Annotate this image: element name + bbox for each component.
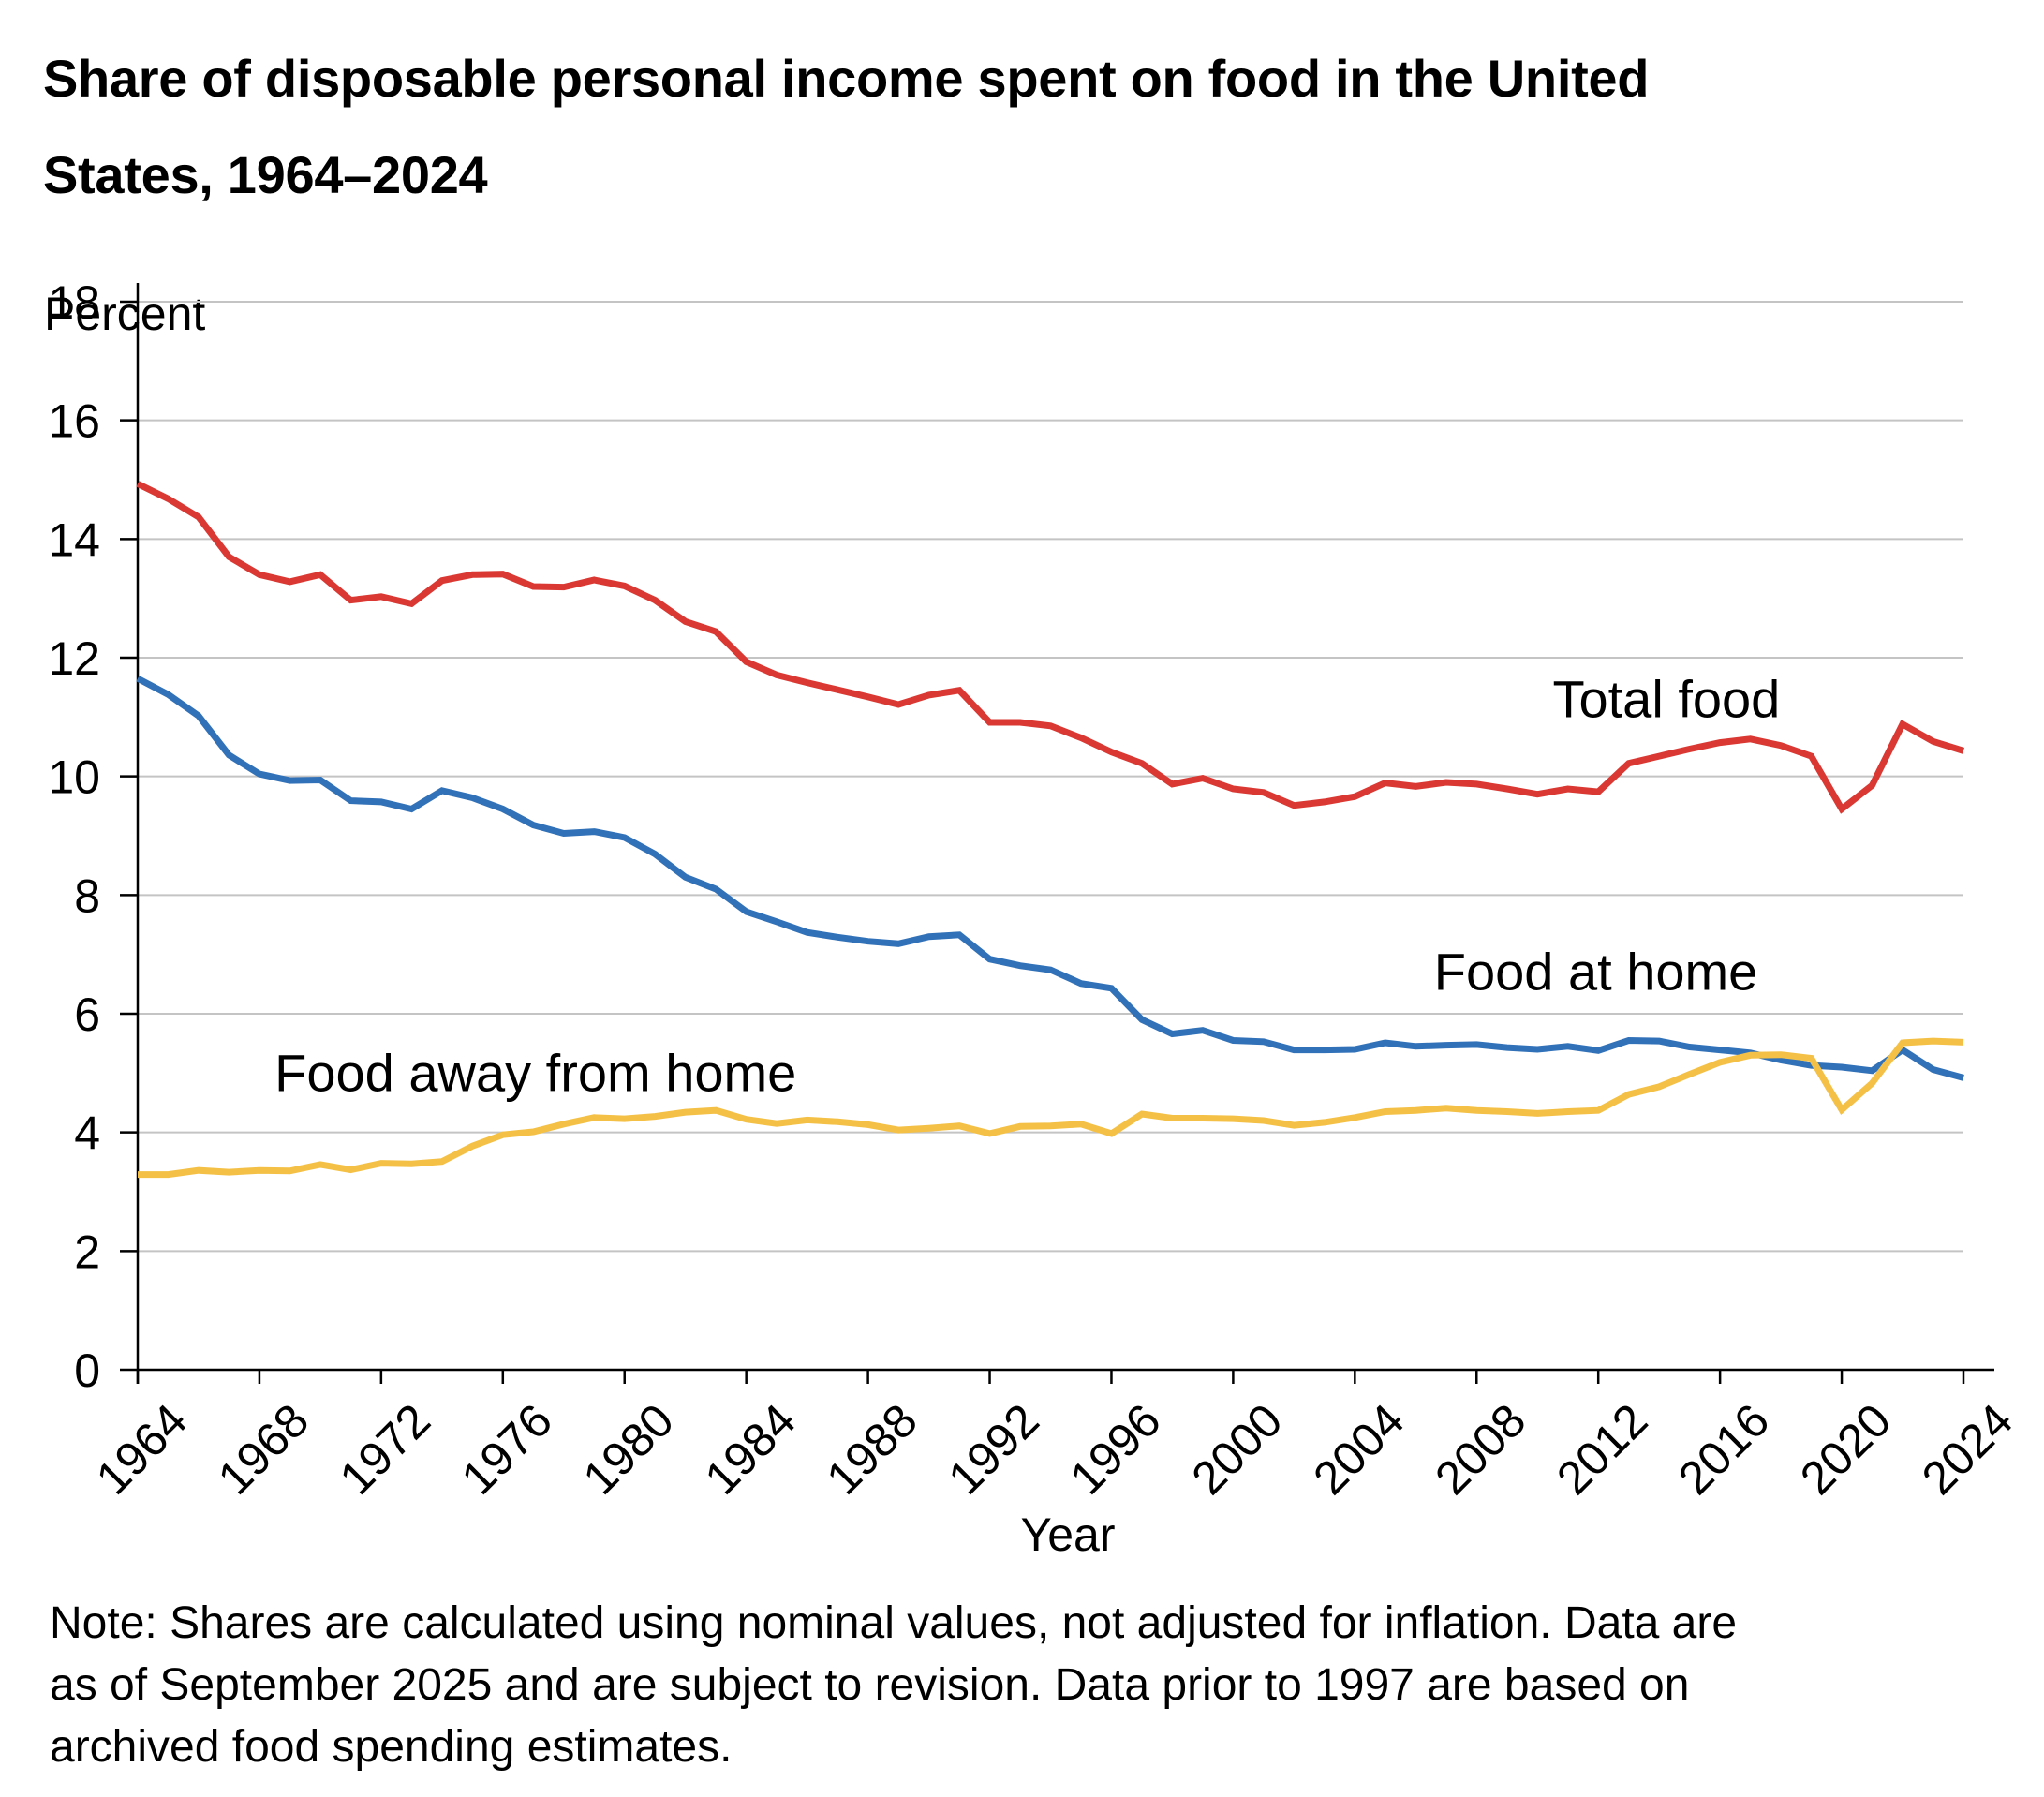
x-tick-label: 1984 bbox=[695, 1394, 806, 1505]
y-tick-label: 8 bbox=[74, 869, 100, 922]
y-tick-label: 10 bbox=[48, 751, 100, 804]
y-tick-label: 4 bbox=[74, 1107, 100, 1160]
series-lines bbox=[136, 481, 1965, 1179]
x-tick-label: 2008 bbox=[1425, 1394, 1535, 1505]
x-tick-label: 1992 bbox=[939, 1394, 1049, 1505]
y-axis-ticks: 0 2 4 6 8 10 12 14 16 18 bbox=[48, 276, 138, 1397]
note-line-1: Note: Shares are calculated using nomina… bbox=[50, 1598, 1738, 1648]
series-line-food-away-from-home bbox=[138, 1037, 1964, 1179]
series-label-total-food: Total food bbox=[1552, 669, 1780, 728]
series-label-food-away-from-home: Food away from home bbox=[274, 1043, 796, 1102]
y-tick-label: 14 bbox=[48, 513, 100, 566]
x-tick-label: 1996 bbox=[1059, 1394, 1170, 1505]
x-tick-label: 1968 bbox=[208, 1394, 318, 1505]
x-tick-label: 1964 bbox=[86, 1394, 197, 1505]
x-axis-label: Year bbox=[1020, 1508, 1115, 1561]
y-tick-label: 18 bbox=[48, 276, 100, 329]
series-line-total-food bbox=[136, 481, 1965, 814]
y-axis-label: Percent bbox=[44, 288, 205, 340]
note-line-3: archived food spending estimates. bbox=[50, 1722, 733, 1772]
chart-title-line-1: Share of disposable personal income spen… bbox=[43, 49, 1650, 108]
x-axis-ticks: 1964 1968 1972 1976 1980 1984 1988 1992 1996 2000… bbox=[86, 1370, 2022, 1505]
y-tick-label: 2 bbox=[74, 1225, 100, 1278]
x-tick-label: 2016 bbox=[1668, 1394, 1779, 1505]
x-tick-label: 2020 bbox=[1790, 1394, 1901, 1505]
y-tick-label: 6 bbox=[74, 988, 100, 1041]
y-tick-label: 0 bbox=[74, 1344, 100, 1397]
x-tick-label: 2024 bbox=[1912, 1394, 2022, 1505]
x-tick-label: 2012 bbox=[1547, 1394, 1657, 1505]
series-label-food-at-home: Food at home bbox=[1434, 943, 1758, 1002]
note-line-2: as of September 2025 and are subject to … bbox=[50, 1660, 1690, 1710]
y-tick-label: 12 bbox=[48, 632, 100, 685]
chart-title-line-2: States, 1964–2024 bbox=[43, 145, 488, 204]
x-tick-label: 1976 bbox=[452, 1394, 562, 1505]
gridlines bbox=[138, 301, 1963, 1253]
x-tick-label: 2004 bbox=[1303, 1394, 1414, 1505]
x-tick-label: 2000 bbox=[1181, 1394, 1292, 1505]
y-tick-label: 16 bbox=[48, 395, 100, 448]
x-tick-label: 1988 bbox=[817, 1394, 927, 1505]
x-tick-label: 1980 bbox=[573, 1394, 684, 1505]
series-labels: Total food Food at home Food away from hom… bbox=[274, 669, 1780, 1102]
chart-note: Note: Shares are calculated using nomina… bbox=[50, 1593, 2017, 1778]
series-line-food-at-home bbox=[136, 676, 1964, 1081]
x-tick-label: 1972 bbox=[330, 1394, 440, 1505]
